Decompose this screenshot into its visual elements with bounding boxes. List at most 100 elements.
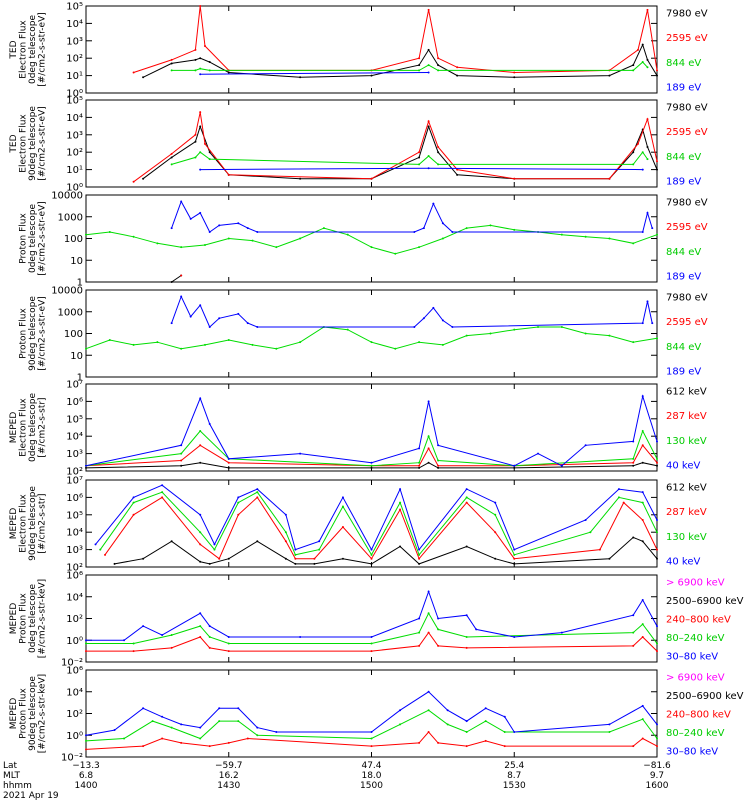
- panel-2-series-1-point: [208, 151, 211, 154]
- xaxis-lat-label: −81.6: [643, 761, 671, 771]
- panel-1-series-2-point: [170, 58, 173, 61]
- panel-2-series-4-point: [641, 168, 644, 171]
- panel-3-series-3-point: [275, 246, 278, 249]
- panel-1-series-3-point: [418, 69, 421, 72]
- panel-8-series-4-point: [446, 723, 449, 726]
- panel-6-series-4-point: [513, 548, 516, 551]
- xaxis-row-label: hhmm: [3, 781, 32, 791]
- panel-4-series-3-point: [465, 334, 468, 337]
- panel-1-series-1-point: [427, 48, 430, 51]
- panel-6-series-3-point: [318, 548, 321, 551]
- panel-5-ytick-label: 10⁴: [66, 432, 83, 443]
- panel-4-series-3-point: [656, 337, 658, 340]
- panel-5-series-2-point: [418, 464, 421, 467]
- panel-3-series-4-point: [256, 230, 259, 233]
- panel-6-series-3-point: [237, 501, 240, 504]
- panel-7-series-4-point: [132, 642, 135, 645]
- panel-4-series-3-point: [513, 328, 516, 331]
- panel-1-series-1-point: [418, 64, 421, 67]
- panel-5-series-3-point: [180, 452, 183, 455]
- panel-3-series-4-point: [641, 230, 644, 233]
- panel-6-series-3-point: [132, 501, 135, 504]
- panel-6-series-1-point: [284, 557, 287, 560]
- panel-8-series-5-point: [218, 707, 221, 710]
- panel-6-series-4-point: [94, 543, 97, 546]
- panel-2-series-2-point: [646, 118, 649, 121]
- panel-3-ytick-label: 10000: [51, 191, 83, 202]
- panel-5-series-1-point: [641, 461, 644, 464]
- panel-6-series-4-point: [494, 501, 497, 504]
- xaxis-row-label: Lat: [3, 761, 18, 771]
- panel-2-ylabel: Electron Flux: [19, 114, 29, 173]
- panel-6-series-2-point: [494, 531, 497, 534]
- panel-7-series-5-point: [560, 631, 563, 634]
- panel-4-series-3-point: [227, 339, 230, 342]
- panel-4-series-4-point: [170, 322, 173, 325]
- panel-5-series-1-point: [180, 464, 183, 467]
- panel-5-series-1-point: [656, 464, 658, 467]
- panel-4-series-3-point: [560, 325, 563, 328]
- panel-2-series-3-point: [632, 163, 635, 166]
- panel-4-series-3-point: [180, 347, 183, 350]
- panel-8-series-5-point: [275, 730, 278, 733]
- xaxis-mlt-label: 6.8: [79, 771, 94, 781]
- panel-4-ylabel: Proton Flux: [19, 308, 29, 359]
- panel-6-series-1-point: [608, 557, 611, 560]
- panel-7-series-5-point: [142, 625, 145, 628]
- panel-6-series-1-point: [632, 536, 635, 539]
- panel-2-series-2-point: [513, 177, 516, 180]
- panel-2-series-1-point: [656, 168, 658, 171]
- panel-3-series-3-point: [608, 237, 611, 240]
- panel-6-series-1-point: [341, 557, 344, 560]
- panel-7-legend-label: 80–240 keV: [666, 633, 725, 644]
- panel-8-series-4-point: [484, 720, 487, 723]
- panel-7-series-3-point: [418, 644, 421, 647]
- panel-8-series-3-point: [85, 748, 87, 751]
- panel-7-series-4-point: [199, 625, 202, 628]
- panel-1-series-2-point: [437, 57, 440, 60]
- panel-4-series-3-point: [394, 347, 397, 350]
- panel-5-legend-label: 40 keV: [666, 461, 700, 472]
- panel-6-series-1-point: [113, 562, 116, 565]
- panel-8-series-4-point: [85, 739, 87, 742]
- panel-1-series-3-point: [194, 69, 197, 72]
- panel-3-series-4-point: [170, 227, 173, 230]
- panel-6-series-3-point: [294, 553, 297, 556]
- panel-1-series-1-point: [641, 43, 644, 46]
- panel-1-series-3-point: [437, 69, 440, 72]
- panel-5-series-2-point: [641, 444, 644, 447]
- panel-6-series-2-point: [313, 557, 316, 560]
- panel-6-series-1-point: [399, 545, 402, 548]
- panel-3-series-3-point: [322, 227, 325, 230]
- panel-8-legend-label: 240–800 keV: [666, 710, 731, 721]
- panel-2-series-2-point: [656, 160, 658, 163]
- panel-6-series-2-point: [104, 553, 107, 556]
- panel-3-series-4-point: [413, 230, 416, 233]
- xaxis-mlt-label: 9.7: [650, 771, 664, 781]
- xaxis-hhmm-label: 1400: [75, 781, 98, 791]
- panel-8-series-4-point: [656, 737, 658, 740]
- panel-7-series-5-point: [123, 639, 126, 642]
- panel-3-series-3-point: [251, 239, 254, 242]
- panel-6-series-2-point: [341, 525, 344, 528]
- panel-3-legend-label: 844 eV: [666, 247, 701, 258]
- panel-3-series-4-point: [646, 211, 649, 214]
- panel-4-series-3-point: [108, 339, 111, 342]
- panel-5-series-1-point: [632, 464, 635, 467]
- panel-8-series-5-point: [256, 726, 259, 729]
- panel-7-series-3-point: [208, 646, 211, 649]
- panel-6-series-1-point: [170, 540, 173, 543]
- panel-1-series-1-point: [656, 74, 658, 77]
- panel-6-series-4-point: [161, 484, 164, 487]
- panel-6-series-3-point: [99, 548, 102, 551]
- panel-6-series-4-point: [341, 496, 344, 499]
- panel-4-legend-label: 7980 eV: [666, 293, 708, 304]
- panel-5-series-4-point: [85, 464, 87, 467]
- panel-6-series-1-point: [494, 557, 497, 560]
- panel-6-ytick-label: 10⁷: [66, 476, 83, 487]
- panel-5-ytick-label: 10⁷: [66, 380, 83, 391]
- panel-6-series-1-point: [656, 557, 658, 560]
- panel-5-series-2-point: [227, 461, 230, 464]
- panel-8-series-4-point: [641, 718, 644, 721]
- panel-4-series-4-point: [189, 315, 192, 318]
